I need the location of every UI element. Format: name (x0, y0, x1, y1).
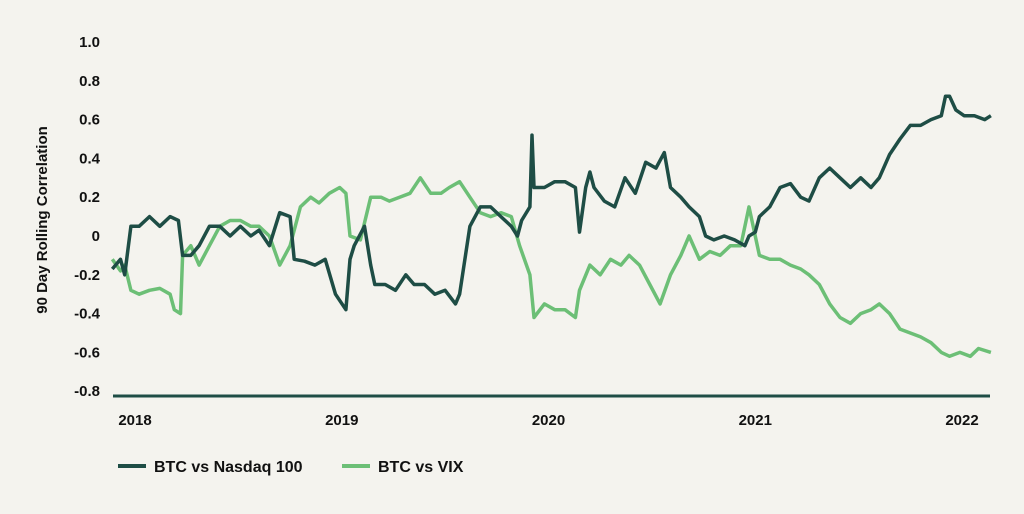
x-tick-label: 2020 (532, 412, 565, 429)
series-line-nasdaq (110, 94, 992, 312)
y-axis-label: 90 Day Rolling Correlation (34, 126, 51, 314)
x-tick-label: 2018 (118, 412, 151, 429)
legend-label-vix: BTC vs VIX (378, 459, 464, 476)
y-tick-label: 1.0 (79, 34, 100, 51)
y-tick-label: -0.6 (74, 344, 100, 361)
y-tick-label: -0.8 (74, 383, 100, 400)
y-tick-label: 0.6 (79, 112, 100, 129)
y-tick-label: 0 (92, 228, 100, 245)
y-tick-label: -0.4 (74, 306, 101, 323)
x-tick-label: 2021 (739, 412, 772, 429)
y-tick-label: 0.4 (79, 150, 101, 167)
y-tick-label: -0.2 (74, 267, 100, 284)
y-tick-label: 0.8 (79, 73, 100, 90)
x-tick-label: 2019 (325, 412, 358, 429)
series-line-vix (110, 176, 992, 359)
x-tick-label: 2022 (945, 412, 978, 429)
y-tick-label: 0.2 (79, 189, 100, 206)
legend: BTC vs Nasdaq 100 BTC vs VIX (118, 459, 464, 476)
legend-label-nasdaq: BTC vs Nasdaq 100 (154, 459, 303, 476)
